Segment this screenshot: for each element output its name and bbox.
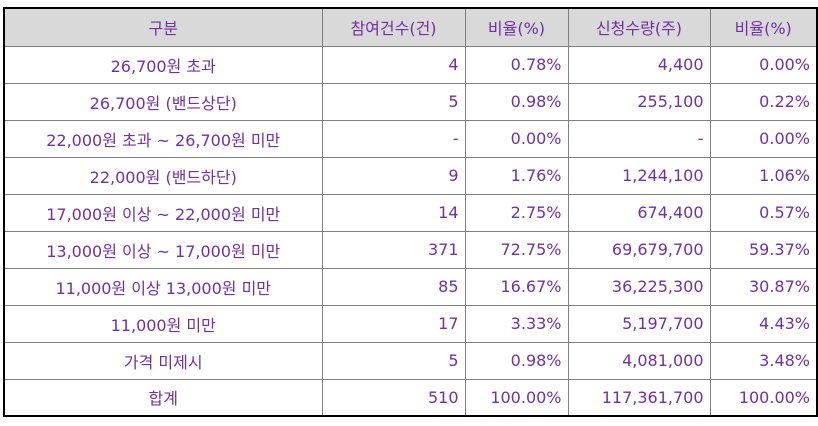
cell-count-ratio: 16.67%	[464, 267, 569, 306]
table-row: 17,000원 이상 ~ 22,000원 미만 14 2.75% 674,400…	[3, 193, 818, 232]
cell-count: 17	[321, 304, 466, 343]
cell-count-total: 510	[321, 378, 466, 417]
cell-count: 5	[321, 82, 466, 121]
cell-count: 85	[321, 267, 466, 306]
cell-quantity: 36,225,300	[567, 267, 711, 306]
cell-count: 5	[321, 341, 466, 380]
header-category: 구분	[3, 7, 323, 47]
header-participation-count: 참여건수(건)	[321, 7, 466, 47]
cell-quantity-ratio: 0.00%	[709, 119, 818, 158]
cell-quantity-ratio: 0.00%	[709, 45, 818, 84]
cell-count-ratio-total: 100.00%	[464, 378, 569, 417]
cell-count-ratio: 2.75%	[464, 193, 569, 232]
cell-category-total: 합계	[3, 378, 323, 417]
cell-quantity-ratio: 0.57%	[709, 193, 818, 232]
cell-category: 22,000원 초과 ~ 26,700원 미만	[3, 119, 323, 158]
demand-forecast-table-container: 구분 참여건수(건) 비율(%) 신청수량(주) 비율(%) 26,700원 초…	[3, 7, 818, 417]
cell-quantity-ratio: 3.48%	[709, 341, 818, 380]
cell-quantity: -	[567, 119, 711, 158]
cell-category: 11,000원 이상 13,000원 미만	[3, 267, 323, 306]
cell-category: 26,700원 (밴드상단)	[3, 82, 323, 121]
table-row: 26,700원 (밴드상단) 5 0.98% 255,100 0.22%	[3, 82, 818, 121]
cell-count: 371	[321, 230, 466, 269]
cell-category: 가격 미제시	[3, 341, 323, 380]
cell-quantity-ratio: 0.22%	[709, 82, 818, 121]
cell-quantity-ratio: 30.87%	[709, 267, 818, 306]
cell-quantity: 674,400	[567, 193, 711, 232]
cell-count-ratio: 3.33%	[464, 304, 569, 343]
header-requested-quantity: 신청수량(주)	[567, 7, 711, 47]
cell-count-ratio: 0.78%	[464, 45, 569, 84]
header-count-ratio: 비율(%)	[464, 7, 569, 47]
table-row: 11,000원 미만 17 3.33% 5,197,700 4.43%	[3, 304, 818, 343]
table-header: 구분 참여건수(건) 비율(%) 신청수량(주) 비율(%)	[3, 7, 818, 47]
cell-category: 22,000원 (밴드하단)	[3, 156, 323, 195]
cell-count: 4	[321, 45, 466, 84]
table-row: 26,700원 초과 4 0.78% 4,400 0.00%	[3, 45, 818, 84]
cell-count: -	[321, 119, 466, 158]
table-row: 11,000원 이상 13,000원 미만 85 16.67% 36,225,3…	[3, 267, 818, 306]
cell-quantity-ratio: 59.37%	[709, 230, 818, 269]
cell-quantity: 4,400	[567, 45, 711, 84]
cell-count: 9	[321, 156, 466, 195]
cell-category: 26,700원 초과	[3, 45, 323, 84]
cell-quantity-total: 117,361,700	[567, 378, 711, 417]
cell-count-ratio: 0.00%	[464, 119, 569, 158]
cell-count-ratio: 1.76%	[464, 156, 569, 195]
cell-category: 11,000원 미만	[3, 304, 323, 343]
cell-quantity-ratio: 4.43%	[709, 304, 818, 343]
demand-forecast-table: 구분 참여건수(건) 비율(%) 신청수량(주) 비율(%) 26,700원 초…	[3, 7, 818, 417]
table-body: 26,700원 초과 4 0.78% 4,400 0.00% 26,700원 (…	[3, 45, 818, 417]
cell-quantity: 5,197,700	[567, 304, 711, 343]
table-row: 13,000원 이상 ~ 17,000원 미만 371 72.75% 69,67…	[3, 230, 818, 269]
cell-count-ratio: 72.75%	[464, 230, 569, 269]
cell-quantity: 1,244,100	[567, 156, 711, 195]
table-row: 가격 미제시 5 0.98% 4,081,000 3.48%	[3, 341, 818, 380]
table-row: 22,000원 초과 ~ 26,700원 미만 - 0.00% - 0.00%	[3, 119, 818, 158]
cell-count-ratio: 0.98%	[464, 341, 569, 380]
header-row: 구분 참여건수(건) 비율(%) 신청수량(주) 비율(%)	[3, 7, 818, 47]
cell-quantity: 255,100	[567, 82, 711, 121]
header-quantity-ratio: 비율(%)	[709, 7, 818, 47]
cell-quantity-ratio: 1.06%	[709, 156, 818, 195]
cell-count-ratio: 0.98%	[464, 82, 569, 121]
cell-quantity-ratio-total: 100.00%	[709, 378, 818, 417]
cell-category: 13,000원 이상 ~ 17,000원 미만	[3, 230, 323, 269]
cell-quantity: 69,679,700	[567, 230, 711, 269]
cell-category: 17,000원 이상 ~ 22,000원 미만	[3, 193, 323, 232]
cell-count: 14	[321, 193, 466, 232]
cell-quantity: 4,081,000	[567, 341, 711, 380]
total-row: 합계 510 100.00% 117,361,700 100.00%	[3, 378, 818, 417]
table-row: 22,000원 (밴드하단) 9 1.76% 1,244,100 1.06%	[3, 156, 818, 195]
